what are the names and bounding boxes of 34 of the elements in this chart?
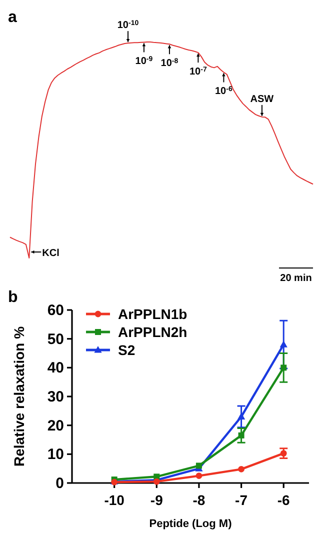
x-tick-label: -9 xyxy=(150,492,164,508)
text: 20 min xyxy=(280,273,312,284)
chart-title: b xyxy=(8,289,18,306)
annotation: 10$^{-6}$ xyxy=(215,86,232,98)
y-tick-label: 20 xyxy=(47,417,64,434)
y-tick-label: 0 xyxy=(56,475,64,492)
annotation: 10$^{-7}$ xyxy=(190,66,207,78)
x-tick-label: -6 xyxy=(277,492,290,508)
point xyxy=(238,432,244,438)
annotation: 10$^{-8}$ xyxy=(160,58,178,70)
point xyxy=(238,466,244,472)
point xyxy=(280,340,288,348)
x-axis-title: Peptide (Log M) xyxy=(149,518,232,530)
x-tick-label: -10 xyxy=(104,492,125,508)
y-tick-label: 60 xyxy=(47,302,64,319)
annotation: 10$^{-10}$ xyxy=(117,20,139,32)
point xyxy=(196,462,202,469)
y-tick-label: 40 xyxy=(47,360,64,377)
point xyxy=(196,472,202,479)
legend-label: ArPPLN1b xyxy=(118,306,188,322)
y-tick-label: 10 xyxy=(47,446,64,464)
x-tick-label: -7 xyxy=(235,492,248,508)
annotation: 10$^{-9}$ xyxy=(135,56,153,68)
chart-title: a xyxy=(8,9,17,26)
annotation: ASW xyxy=(250,94,274,105)
point xyxy=(237,412,246,420)
y-tick-label: 30 xyxy=(47,388,64,406)
point xyxy=(280,364,287,371)
legend-label: S2 xyxy=(118,342,136,358)
y-axis-title: Relative relaxation % xyxy=(11,326,27,467)
legend-label: ArPPLN2h xyxy=(118,324,188,340)
x-tick-label: -8 xyxy=(192,492,206,508)
annotation: KCl xyxy=(42,248,60,259)
y-tick-label: 50 xyxy=(47,330,64,348)
